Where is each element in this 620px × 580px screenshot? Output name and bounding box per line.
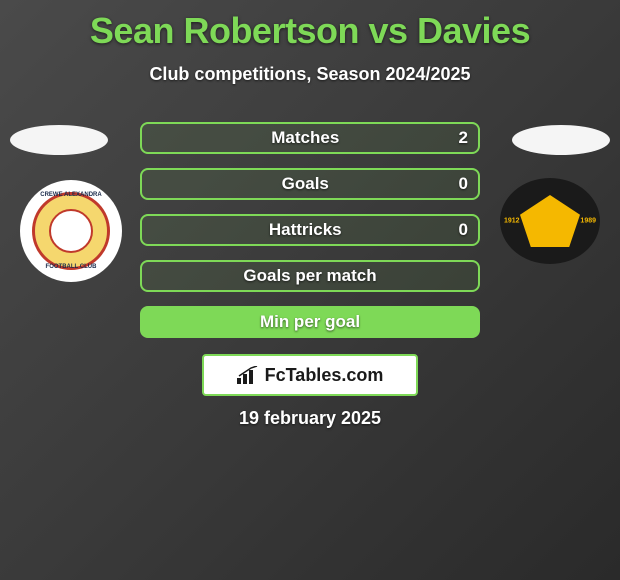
stat-label: Goals per match <box>243 266 376 286</box>
stat-right-value: 2 <box>459 128 468 148</box>
footer-brand-box: FcTables.com <box>202 354 418 396</box>
club-badge-left-text-bottom: FOOTBALL CLUB <box>20 264 122 270</box>
club-badge-right-shield <box>520 195 580 247</box>
date-text: 19 february 2025 <box>0 408 620 429</box>
stat-row-matches: Matches 2 <box>140 122 480 154</box>
player-photo-placeholder-left <box>10 125 108 155</box>
chart-icon <box>237 366 259 384</box>
stat-row-min-per-goal: Min per goal <box>140 306 480 338</box>
stat-label: Matches <box>271 128 339 148</box>
stat-row-goals: Goals 0 <box>140 168 480 200</box>
subtitle: Club competitions, Season 2024/2025 <box>0 64 620 85</box>
stat-label: Goals <box>282 174 329 194</box>
club-badge-right-year-left: 1912 <box>504 218 520 225</box>
club-badge-left: CREWE ALEXANDRA FOOTBALL CLUB <box>20 180 122 282</box>
stat-right-value: 0 <box>459 174 468 194</box>
club-badge-left-ring <box>32 192 110 270</box>
player-photo-placeholder-right <box>512 125 610 155</box>
club-badge-right: 1912 1989 <box>500 178 600 264</box>
stat-label: Min per goal <box>260 312 360 332</box>
page-title: Sean Robertson vs Davies <box>0 0 620 52</box>
stat-row-goals-per-match: Goals per match <box>140 260 480 292</box>
stats-container: Matches 2 Goals 0 Hattricks 0 Goals per … <box>140 122 480 338</box>
club-badge-right-year-right: 1989 <box>580 218 596 225</box>
club-badge-left-text-top: CREWE ALEXANDRA <box>20 192 122 198</box>
stat-right-value: 0 <box>459 220 468 240</box>
stat-row-hattricks: Hattricks 0 <box>140 214 480 246</box>
footer-brand-text: FcTables.com <box>265 365 384 386</box>
stat-label: Hattricks <box>269 220 342 240</box>
club-badge-left-center <box>49 209 93 253</box>
